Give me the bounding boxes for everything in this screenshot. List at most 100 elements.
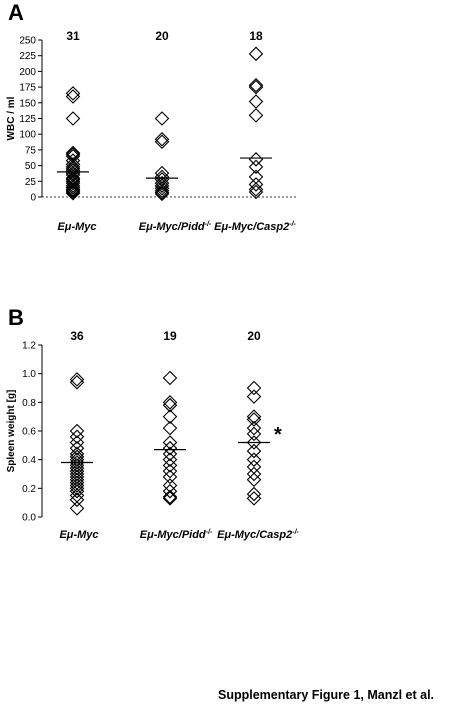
data-point — [162, 463, 178, 479]
y-tick-label: 125 — [19, 114, 36, 125]
category-label: Eμ-Myc/Casp2-/- — [214, 221, 296, 233]
category-label: Eμ-Myc — [59, 529, 98, 541]
category-label: Eμ-Myc/Casp2-/- — [217, 529, 299, 541]
y-tick-label: 0.4 — [22, 455, 36, 466]
data-point — [154, 169, 170, 185]
data-point — [248, 79, 264, 95]
data-point — [154, 186, 170, 202]
y-tick-label: 100 — [19, 130, 36, 141]
data-point — [246, 452, 262, 467]
data-point — [69, 452, 85, 467]
data-point — [246, 420, 262, 436]
data-point — [69, 472, 85, 488]
category-name: Eμ-Myc/Casp2 — [217, 529, 292, 541]
data-point — [69, 466, 85, 482]
data-point — [246, 472, 262, 488]
data-point — [248, 77, 264, 93]
data-point — [154, 178, 170, 193]
data-point — [162, 483, 178, 499]
panel-a: A 0 25 50 75 100 125 150 175 200 225 250 WBC / ml 31 2… — [6, 0, 298, 233]
data-point — [69, 458, 85, 473]
category-name: Eμ-Myc/Pidd — [139, 221, 205, 233]
data-point — [162, 458, 178, 473]
data-point — [162, 446, 178, 462]
group-count: 19 — [163, 329, 177, 343]
data-point — [246, 491, 262, 506]
data-point — [162, 397, 178, 413]
data-point — [248, 184, 264, 200]
category-name: Eμ-Myc/Casp2 — [214, 221, 289, 233]
category-superscript: -/- — [206, 529, 213, 536]
data-point — [65, 86, 81, 101]
data-point — [69, 429, 85, 445]
data-point — [65, 180, 81, 195]
category-name: Eμ-Myc — [59, 529, 98, 541]
y-tick-label: 1.0 — [22, 369, 36, 380]
data-point — [162, 435, 178, 450]
data-point — [162, 452, 178, 467]
category-superscript: -/- — [205, 221, 212, 228]
data-point — [69, 478, 85, 493]
data-point — [154, 183, 170, 198]
data-point — [65, 174, 81, 189]
data-point — [248, 159, 264, 175]
data-point — [154, 180, 170, 196]
significance-asterisk: * — [274, 424, 282, 446]
data-point — [69, 374, 85, 390]
data-point — [69, 423, 85, 439]
category-name: Eμ-Myc/Pidd — [140, 529, 206, 541]
data-point — [69, 481, 85, 496]
data-point — [69, 492, 85, 508]
data-point — [162, 409, 178, 424]
data-point — [246, 426, 262, 442]
data-point — [69, 483, 85, 499]
data-point — [65, 157, 81, 172]
data-point — [69, 460, 85, 476]
y-tick-label: 0.8 — [22, 398, 36, 409]
data-point — [246, 380, 262, 396]
data-point — [248, 46, 264, 62]
y-tick-label: 175 — [19, 83, 36, 94]
data-point — [162, 370, 178, 386]
group-count: 36 — [70, 329, 84, 343]
data-point — [162, 469, 178, 485]
panel-b: B 0.0 0.2 0.4 0.6 0.8 1.0 1.2 Spleen weight [g] 3… — [6, 305, 300, 541]
data-point — [69, 463, 85, 479]
y-tick-label: 250 — [19, 36, 36, 47]
data-point — [69, 449, 85, 465]
y-tick-label: 0.0 — [22, 513, 36, 524]
data-point — [154, 175, 170, 191]
data-point — [246, 466, 262, 482]
category-label: Eμ-Myc/Pidd-/- — [140, 529, 213, 541]
y-tick-label: 0.6 — [22, 427, 36, 438]
y-axis-label: Spleen weight [g] — [6, 390, 17, 473]
data-point — [162, 440, 178, 456]
y-tick-label: 200 — [19, 67, 36, 78]
data-point — [246, 486, 262, 502]
data-point — [69, 469, 85, 485]
data-point — [154, 131, 170, 147]
data-point — [65, 175, 81, 191]
data-point — [65, 182, 81, 197]
data-point — [65, 183, 81, 198]
data-point — [248, 108, 264, 123]
data-point — [162, 420, 178, 436]
data-point — [248, 177, 264, 192]
group-count: 18 — [249, 29, 263, 43]
y-tick-label: 75 — [25, 145, 37, 156]
data-point — [246, 435, 262, 450]
data-point — [246, 443, 262, 459]
group-count: 31 — [66, 29, 80, 43]
data-point — [248, 182, 264, 197]
y-tick-label: 0.2 — [22, 484, 36, 495]
data-point — [248, 152, 264, 167]
data-point — [65, 185, 81, 201]
y-tick-label: 225 — [19, 51, 36, 62]
category-label: Eμ-Myc — [57, 221, 96, 233]
y-tick-label: 1.2 — [22, 341, 36, 352]
data-point — [162, 491, 178, 506]
category-name: Eμ-Myc — [57, 221, 96, 233]
data-point — [65, 145, 81, 161]
y-tick-label: 0 — [30, 193, 36, 204]
